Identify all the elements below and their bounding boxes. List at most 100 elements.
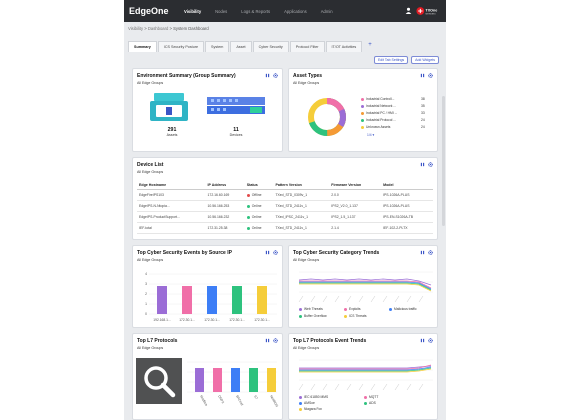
pause-icon[interactable] — [265, 338, 270, 343]
legend-label: Web Threats — [304, 307, 323, 311]
card-subtitle: All Edge Groups — [293, 258, 320, 262]
trend-legend-item[interactable]: Web Threats — [299, 307, 323, 311]
trend-legend-item[interactable]: AMSoe — [299, 401, 315, 405]
column-header-pattern[interactable]: Pattern Version — [273, 181, 330, 190]
cell-model: IEF-102-2-PLTX — [381, 222, 433, 234]
legend-value: 38 — [421, 97, 425, 101]
tab-asset[interactable]: Asset — [230, 41, 252, 52]
bar[interactable] — [267, 368, 276, 392]
legend-label: Industrial Controll... — [366, 97, 395, 101]
cell-firmware: IPS2_V2.0_1.137 — [329, 200, 382, 212]
table-row[interactable]: EdgeIPS-ProductSupport... 10.56.166.232 … — [137, 211, 433, 223]
table-row[interactable]: EdgeIPS-N-Ntopia... 10.56.166.253 Online… — [137, 200, 433, 212]
svg-text:TXOne: TXOne — [426, 8, 438, 12]
trend-legend-item[interactable]: Niagara Fox — [299, 407, 322, 411]
bar[interactable] — [195, 368, 204, 392]
nav-admin[interactable]: Admin — [320, 8, 333, 14]
status-dot — [246, 193, 250, 197]
trend-legend-item[interactable]: Buffer Overflow — [299, 314, 327, 318]
tab-itot-activities[interactable]: IT/OT Activities — [325, 41, 363, 52]
trend-legend-item[interactable]: Malicious traffic — [389, 307, 417, 311]
legend-value: 33 — [421, 111, 425, 115]
bar[interactable] — [249, 368, 258, 392]
nav-logs-reports[interactable]: Logs & Reports — [241, 8, 271, 14]
trend-legend-item[interactable]: IEC 61850 MMS — [299, 395, 328, 399]
trend-legend-item[interactable]: MQTT — [364, 395, 378, 399]
user-icon[interactable] — [405, 7, 412, 14]
asset-legend-item: Industrial Controll... 38 — [361, 97, 425, 101]
card-subtitle: All Edge Groups — [137, 258, 164, 262]
column-header-status[interactable]: Status — [244, 181, 274, 190]
gear-icon[interactable] — [273, 338, 278, 343]
asset-legend-item: Industrial PC / HMI ... 33 — [361, 111, 425, 115]
card-subtitle: All Edge Groups — [137, 81, 164, 85]
cell-firmware: IPS2_1.5_1.137 — [329, 211, 382, 223]
legend-label: Unknown Assets — [366, 125, 391, 129]
trend-legend-item[interactable]: ICS Threats — [344, 314, 367, 318]
edit-tab-settings-button[interactable]: Edit Tab Settings — [373, 56, 409, 64]
card-subtitle: All Edge Groups — [137, 346, 164, 350]
cyber-events-by-source-card: Top Cyber Security Events by Source IP A… — [132, 245, 283, 328]
table-row[interactable]: EdgeFireIPS103 172.16.60.169 Offline TXe… — [137, 189, 433, 201]
bar[interactable] — [157, 286, 167, 314]
bar[interactable] — [182, 286, 192, 314]
top-bar: EdgeOne Visibility Nodes Logs & Reports … — [124, 0, 446, 22]
status-dot — [246, 215, 250, 219]
pause-icon[interactable] — [420, 250, 425, 255]
tab-protocol-filter[interactable]: Protocol Filter — [289, 41, 325, 52]
gear-icon[interactable] — [428, 338, 433, 343]
bar[interactable] — [231, 368, 240, 392]
gear-icon[interactable] — [428, 162, 433, 167]
bar[interactable] — [232, 286, 242, 314]
breadcrumb-visibility[interactable]: Visibility — [128, 26, 144, 31]
cell-ip: 172.16.60.169 — [205, 189, 245, 201]
pause-icon[interactable] — [420, 162, 425, 167]
table-header-row: Edge Hostname IP Address Status Pattern … — [137, 181, 433, 190]
legend-label: AMSoe — [304, 401, 315, 405]
column-header-model[interactable]: Model — [381, 181, 433, 190]
legend-value: 24 — [421, 125, 425, 129]
tab-system[interactable]: System — [205, 41, 230, 52]
breadcrumb-dashboard[interactable]: Dashboard — [147, 26, 169, 31]
pause-icon[interactable] — [420, 338, 425, 343]
legend-pagination[interactable]: 1/4 ▾ — [367, 133, 375, 137]
card-title: Asset Types — [293, 73, 323, 79]
add-tab-button[interactable]: + — [368, 42, 372, 48]
table-row[interactable]: IEF-total 172.31.25.38 Online TXed_STD_2… — [137, 222, 433, 234]
cell-pattern: TXed_IPSC_2411v_1 — [273, 211, 330, 223]
tab-summary[interactable]: Summary — [128, 41, 157, 52]
add-widgets-button[interactable]: Add Widgets — [411, 56, 439, 64]
nav-applications[interactable]: Applications — [284, 8, 307, 14]
tab-ics-security-posture[interactable]: ICS Security Posture — [157, 41, 205, 52]
pause-icon[interactable] — [265, 73, 270, 78]
status-text: Online — [251, 215, 262, 219]
bar[interactable] — [257, 286, 267, 314]
trend-legend-item[interactable]: ADS — [364, 401, 376, 405]
asset-legend-item: Industrial Protocol ... 24 — [361, 118, 425, 122]
bar[interactable] — [207, 286, 217, 314]
legend-label: Industrial Network ... — [366, 104, 397, 108]
page-scrollbar[interactable] — [442, 96, 445, 226]
pause-icon[interactable] — [265, 250, 270, 255]
card-title: Top Cyber Security Events by Source IP — [137, 250, 232, 256]
trend-legend-item[interactable]: Exploits — [344, 307, 361, 311]
app-title: EdgeOne — [129, 6, 169, 16]
column-header-ip[interactable]: IP Address — [205, 181, 245, 190]
gear-icon[interactable] — [428, 250, 433, 255]
bar[interactable] — [213, 368, 222, 392]
column-header-hostname[interactable]: Edge Hostname — [137, 181, 206, 190]
svg-text:0: 0 — [145, 312, 147, 316]
devices-illustration-icon — [207, 97, 265, 114]
legend-label: Buffer Overflow — [304, 314, 327, 318]
device-list-card: Device List All Edge Groups Edge Hostnam… — [132, 157, 438, 240]
gear-icon[interactable] — [428, 73, 433, 78]
column-header-firmware[interactable]: Firmware Version — [329, 181, 382, 190]
pause-icon[interactable] — [420, 73, 425, 78]
gear-icon[interactable] — [273, 73, 278, 78]
tab-cyber-security[interactable]: Cyber Security — [252, 41, 289, 52]
gear-icon[interactable] — [273, 250, 278, 255]
search-overlay-button[interactable] — [136, 358, 182, 404]
nav-visibility[interactable]: Visibility — [184, 8, 202, 14]
cell-hostname: EdgeIPS-N-Ntopia... — [137, 200, 206, 212]
nav-nodes[interactable]: Nodes — [215, 8, 228, 14]
